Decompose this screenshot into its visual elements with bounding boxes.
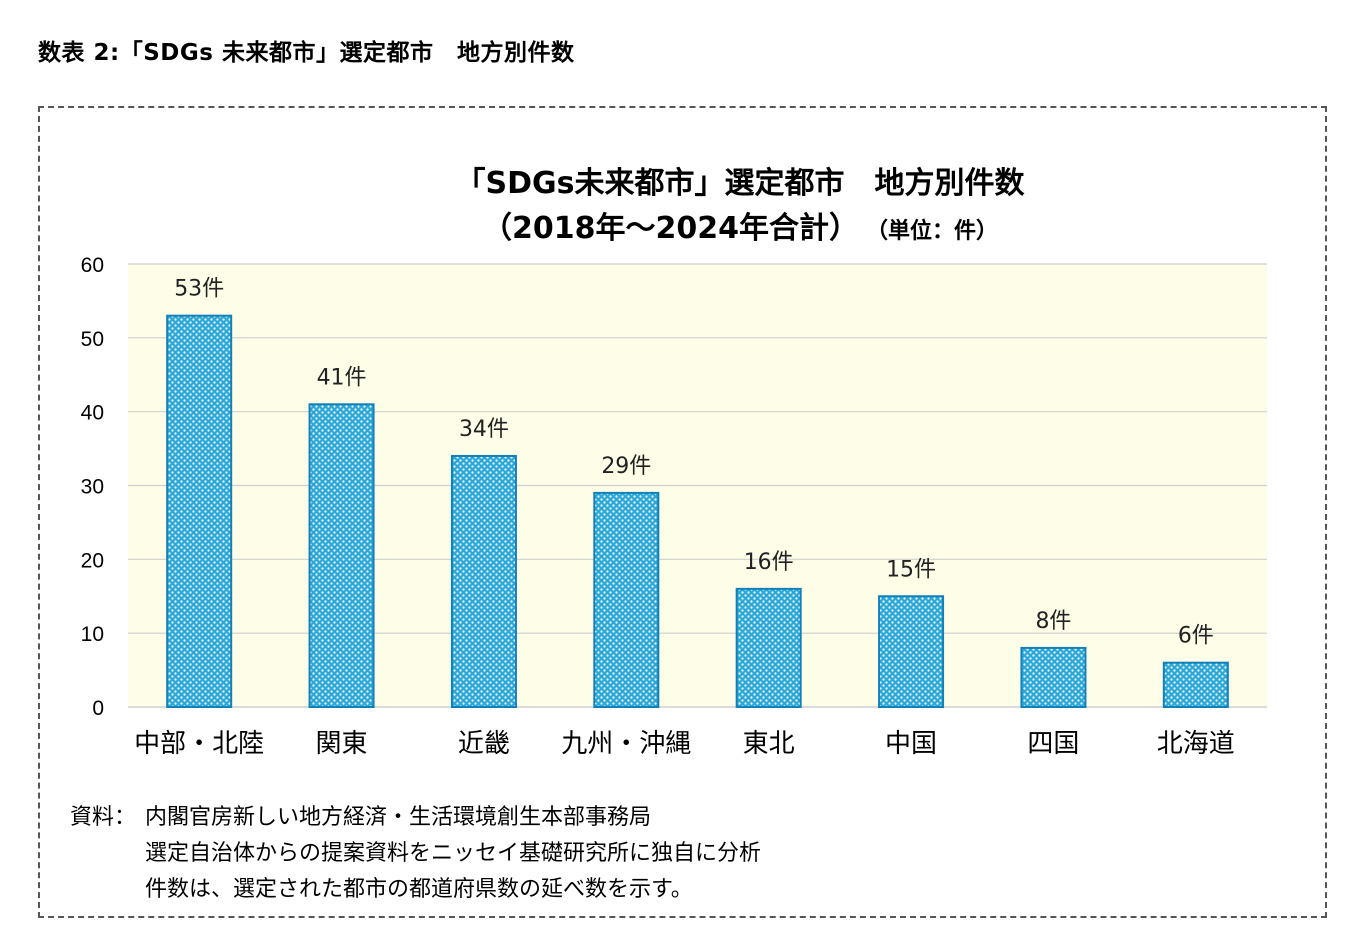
y-tick-label: 60: [81, 254, 104, 277]
x-tick-label: 中部・北陸: [134, 729, 264, 759]
bar: [450, 454, 517, 709]
bar: [308, 403, 375, 708]
y-tick-label: 0: [92, 697, 104, 720]
source-label: 資料：: [70, 805, 137, 830]
data-label: 53件: [174, 277, 224, 302]
chart-subtitle: （2018年～2024年合計）: [481, 211, 859, 246]
bar: [593, 491, 660, 708]
y-tick-label: 50: [81, 328, 104, 351]
source-line: 内閣官房新しい地方経済・生活環境創生本部事務局: [145, 805, 652, 830]
y-tick-label: 10: [81, 623, 104, 646]
bar: [735, 587, 802, 708]
chart-frame: [38, 106, 1327, 918]
data-label: 16件: [744, 550, 794, 575]
source-note: 資料： 内閣官房新しい地方経済・生活環境創生本部事務局 選定自治体からの提案資料…: [70, 800, 761, 908]
data-label: 41件: [317, 365, 367, 390]
y-tick-label: 40: [81, 402, 104, 425]
x-tick-label: 九州・沖縄: [561, 729, 691, 759]
x-tick-label: 近畿: [458, 729, 510, 759]
data-label: 34件: [459, 417, 509, 442]
chart-title: 「SDGs未来都市」選定都市 地方別件数: [455, 166, 1025, 201]
x-tick-label: 中国: [885, 729, 937, 759]
chart-subtitle-row: （2018年～2024年合計） （単位：件）: [0, 203, 1367, 247]
x-tick-label: 東北: [743, 729, 795, 759]
x-tick-label: 関東: [316, 729, 368, 759]
y-tick-label: 30: [81, 476, 104, 499]
data-label: 15件: [886, 557, 936, 582]
bar: [1162, 661, 1229, 709]
bar: [878, 595, 945, 708]
source-line: 件数は、選定された都市の都道府県数の延べ数を示す。: [145, 877, 693, 902]
y-tick-label: 20: [81, 549, 104, 572]
data-label: 29件: [601, 454, 651, 479]
bar: [166, 314, 233, 708]
data-label: 8件: [1035, 609, 1071, 634]
bar: [1020, 646, 1087, 709]
x-tick-label: 北海道: [1157, 729, 1235, 759]
data-label: 6件: [1178, 624, 1214, 649]
source-line: 選定自治体からの提案資料をニッセイ基礎研究所に独自に分析: [145, 841, 762, 866]
page-heading: 数表 2:「SDGs 未来都市」選定都市 地方別件数: [38, 40, 575, 66]
unit-note: （単位：件）: [876, 219, 998, 244]
x-tick-label: 四国: [1027, 729, 1079, 759]
